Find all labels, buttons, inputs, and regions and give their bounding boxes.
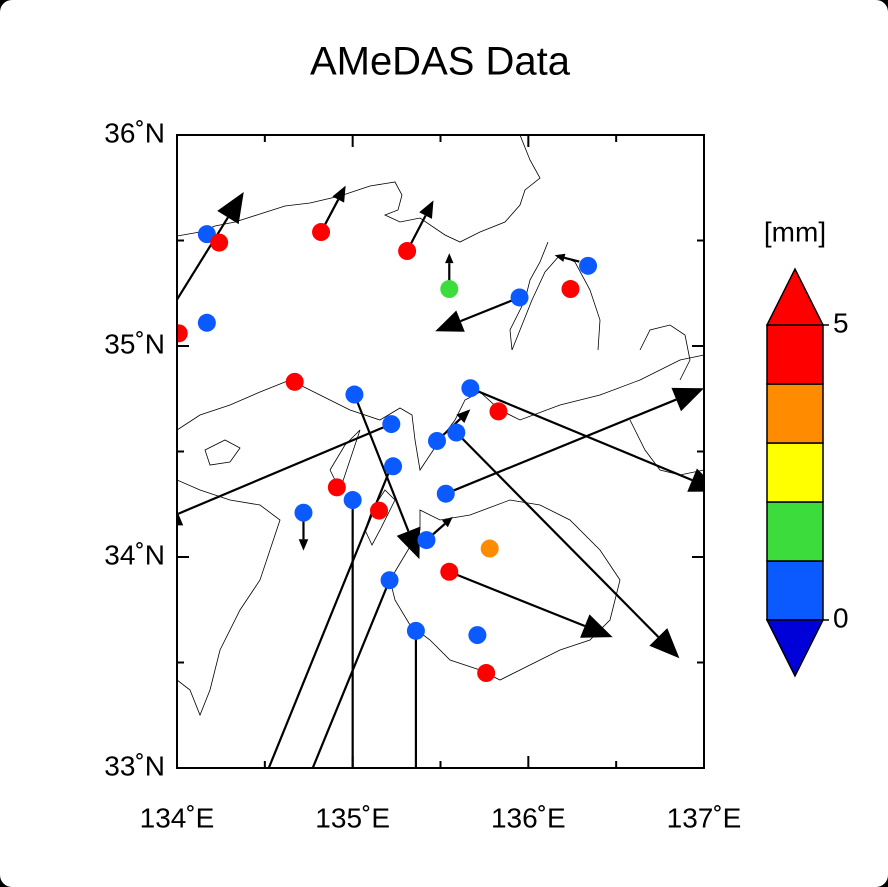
coastline <box>629 419 704 476</box>
x-tick-label: 137˚E <box>667 802 742 833</box>
station-dot <box>436 484 455 503</box>
vector-head <box>441 516 453 528</box>
x-tick-label: 136˚E <box>491 802 566 833</box>
vectors <box>177 185 704 768</box>
colorbar-title: [mm] <box>764 216 826 247</box>
colorbar-bin <box>766 501 824 562</box>
wind-vector <box>448 570 586 628</box>
station-dot <box>285 372 304 391</box>
y-tick-label: 36˚N <box>104 117 165 148</box>
wind-vector <box>177 216 229 301</box>
colorbar-tick-label: 5 <box>833 307 849 338</box>
station-dot <box>440 280 459 299</box>
station-dot <box>510 288 529 307</box>
station-dot <box>489 402 508 421</box>
station-dot <box>384 457 403 476</box>
station-dot <box>294 503 313 522</box>
station-dot <box>380 571 399 590</box>
station-dot <box>477 664 496 683</box>
station-dot <box>312 223 331 242</box>
coastline <box>177 479 281 717</box>
coastline <box>204 439 241 466</box>
map-title: AMeDAS Data <box>310 40 571 84</box>
station-dot <box>461 379 480 398</box>
station-dot <box>343 491 362 510</box>
colorbar-tick-label: 0 <box>833 602 849 633</box>
vector-head <box>456 409 471 424</box>
stations <box>177 223 598 683</box>
wind-vector <box>445 398 677 495</box>
wind-vector <box>177 423 392 515</box>
vector-head <box>217 191 244 225</box>
vector-head <box>419 200 434 219</box>
station-dot <box>345 385 364 404</box>
station-dot <box>579 256 598 275</box>
station-dot <box>561 280 580 299</box>
station-dot <box>398 242 417 261</box>
colorbar-bin <box>766 442 824 503</box>
coastline <box>177 135 541 243</box>
wind-vector <box>469 387 693 482</box>
colorbar-under <box>765 619 825 678</box>
wind-vector <box>267 465 393 768</box>
station-dot <box>417 531 436 550</box>
station-dot <box>177 324 188 343</box>
station-dot <box>468 626 487 645</box>
coastline <box>177 354 704 472</box>
vector-head <box>332 185 346 203</box>
colorbar-over <box>765 267 825 326</box>
vector-head <box>396 526 421 560</box>
y-tick-label: 35˚N <box>104 328 165 359</box>
vector-head <box>435 310 465 332</box>
vector-head <box>445 253 454 264</box>
station-dot <box>427 431 446 450</box>
wind-vector <box>460 296 520 323</box>
station-dot <box>440 562 459 581</box>
vector-head <box>649 628 680 659</box>
wind-vector <box>311 579 391 768</box>
colorbar-bin <box>766 560 824 621</box>
colorbar-bin <box>766 324 824 385</box>
vector-head <box>671 387 704 412</box>
y-tick-label: 34˚N <box>104 539 165 570</box>
station-dot <box>327 478 346 497</box>
vector-head <box>554 253 566 262</box>
station-dot <box>370 501 389 520</box>
station-dot <box>406 621 425 640</box>
vector-head <box>687 468 704 492</box>
station-dot <box>197 313 216 332</box>
plot-frame <box>176 134 705 769</box>
coastline <box>639 324 691 381</box>
station-dot <box>480 539 499 558</box>
y-tick-label: 33˚N <box>104 750 165 781</box>
wind-vector <box>353 394 410 532</box>
station-dot <box>210 233 229 252</box>
x-tick-label: 134˚E <box>140 802 215 833</box>
vector-head <box>580 614 613 638</box>
vector-head <box>298 539 309 551</box>
wind-vector <box>455 431 660 638</box>
station-dot <box>447 423 466 442</box>
vector-head <box>177 510 184 526</box>
station-dot <box>382 415 401 434</box>
coastline <box>509 241 601 351</box>
wind-vector <box>564 256 580 263</box>
x-tick-label: 135˚E <box>315 802 390 833</box>
colorbar-bin <box>766 383 824 444</box>
coastlines <box>177 135 704 717</box>
